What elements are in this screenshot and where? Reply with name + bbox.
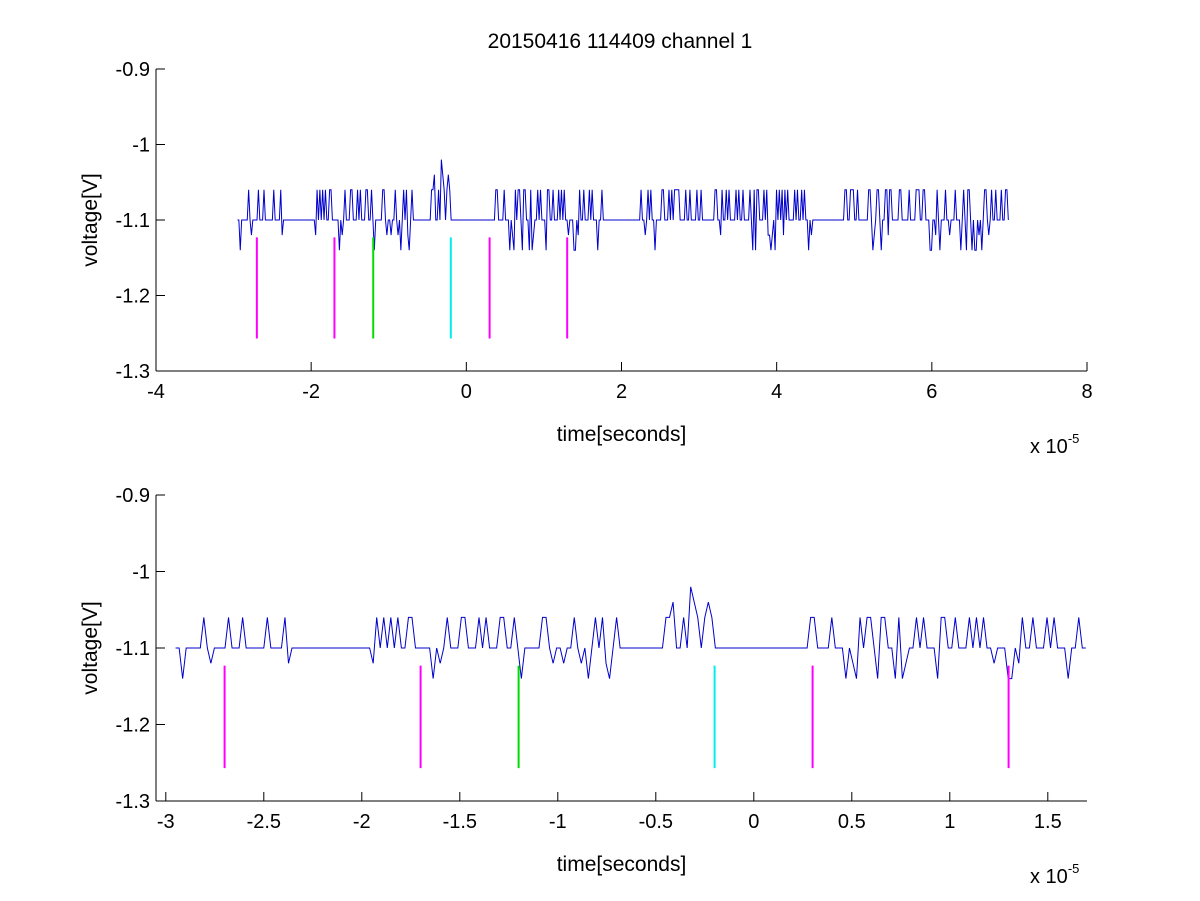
x-exponent-base: x 10 — [1030, 436, 1068, 458]
x-tick-label: 1.5 — [1034, 811, 1062, 833]
x-tick-label: -2 — [353, 811, 371, 833]
y-tick-label: -1.3 — [116, 791, 150, 813]
y-axis-label: voltage[V] — [79, 173, 102, 266]
x-tick-label: -4 — [147, 381, 165, 403]
voltage-trace — [175, 586, 1086, 680]
y-tick-label: -0.9 — [116, 59, 150, 81]
x-exponent-label: x 10-5 — [1030, 431, 1079, 458]
x-exponent-power: -5 — [1068, 861, 1080, 876]
y-tick-label: -0.9 — [116, 485, 150, 507]
x-tick-label: -0.5 — [639, 811, 673, 833]
x-tick-label: -3 — [157, 811, 175, 833]
y-tick-label: -1 — [132, 562, 150, 584]
x-axis-label: time[seconds] — [557, 853, 687, 876]
voltage-trace — [237, 159, 1009, 251]
x-exponent-base: x 10 — [1030, 866, 1068, 888]
y-axis-label: voltage[V] — [79, 601, 102, 694]
x-tick-label: 2 — [616, 381, 627, 403]
plot-top: -0.9 -1 -1.1 -1.2 -1.3-4 -2 0 2 4 6 8 time[seconds]… — [79, 59, 1093, 458]
x-tick-label: 1 — [944, 811, 955, 833]
x-tick-label: -2.5 — [247, 811, 281, 833]
figure-title: 20150416 114409 channel 1 — [488, 30, 753, 53]
x-tick-label: 0 — [748, 811, 759, 833]
x-tick-label: 0.5 — [838, 811, 866, 833]
x-tick-label: 8 — [1081, 381, 1092, 403]
x-tick-label: -1.5 — [443, 811, 477, 833]
plot-bottom: -0.9 -1 -1.1 -1.2 -1.3 -3 -2.5 -2 -1.5 -1 -0.5 0 0.5… — [79, 485, 1087, 888]
y-tick-label: -1.1 — [116, 638, 150, 660]
x-exponent-power: -5 — [1068, 431, 1080, 446]
y-tick-label: -1.2 — [116, 715, 150, 737]
x-axis-label: time[seconds] — [557, 423, 687, 446]
x-tick-label: 6 — [926, 381, 937, 403]
x-tick-label: -2 — [302, 381, 320, 403]
x-exponent-label: x 10-5 — [1030, 861, 1079, 888]
x-tick-label: 4 — [771, 381, 782, 403]
y-tick-label: -1.1 — [116, 210, 150, 232]
y-tick-label: -1.2 — [116, 286, 150, 308]
x-tick-label: 0 — [461, 381, 472, 403]
y-tick-label: -1.3 — [116, 361, 150, 383]
y-tick-label: -1 — [132, 135, 150, 157]
x-tick-label: -1 — [549, 811, 567, 833]
